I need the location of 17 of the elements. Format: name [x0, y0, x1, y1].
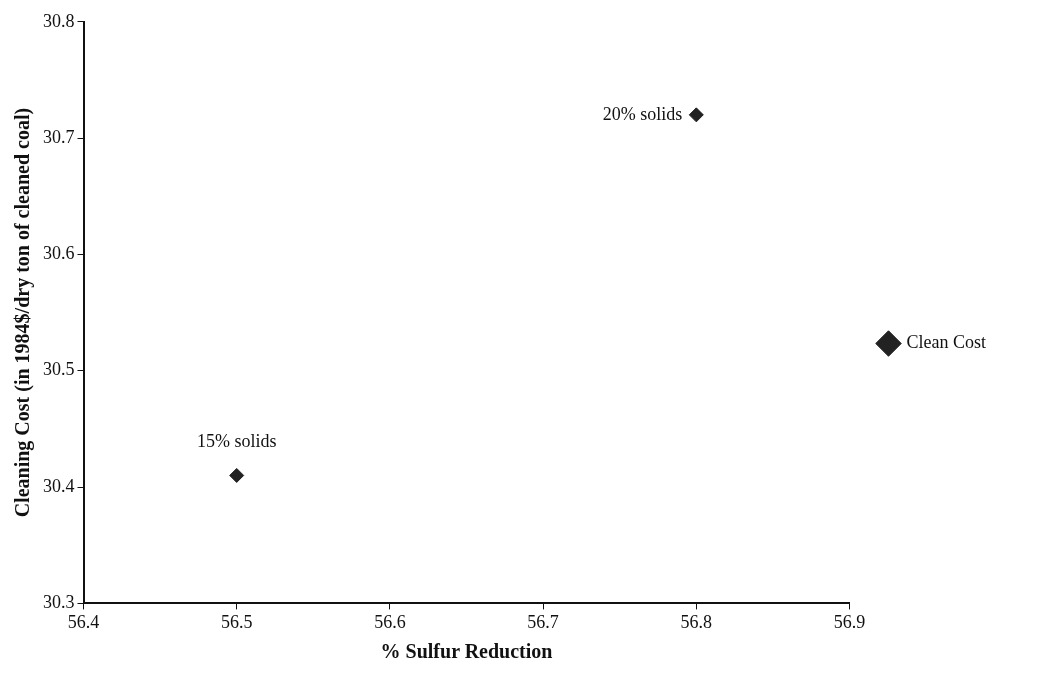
y-tick-label: 30.5 — [43, 359, 75, 380]
x-tick-label: 56.7 — [527, 611, 559, 632]
x-axis-title: % Sulfur Reduction — [380, 640, 553, 663]
y-tick-label: 30.7 — [43, 126, 75, 147]
x-tick-label: 56.4 — [67, 611, 100, 632]
annotation: 15% solids — [196, 431, 277, 452]
y-tick-label: 30.8 — [43, 10, 75, 31]
y-tick-label: 30.6 — [43, 243, 75, 264]
x-tick-label: 56.5 — [220, 611, 253, 632]
x-tick-label: 56.6 — [374, 611, 406, 632]
x-tick-label: 56.9 — [833, 611, 866, 632]
x-tick-label: 56.8 — [680, 611, 713, 632]
y-tick-label: 30.3 — [43, 592, 75, 613]
annotation: 20% solids — [602, 103, 683, 124]
y-tick-label: 30.4 — [43, 475, 75, 496]
y-axis-title: Cleaning Cost (in 1984$/dry ton of cleaned coal) — [11, 107, 35, 518]
legend-label: Clean Cost — [906, 332, 986, 353]
